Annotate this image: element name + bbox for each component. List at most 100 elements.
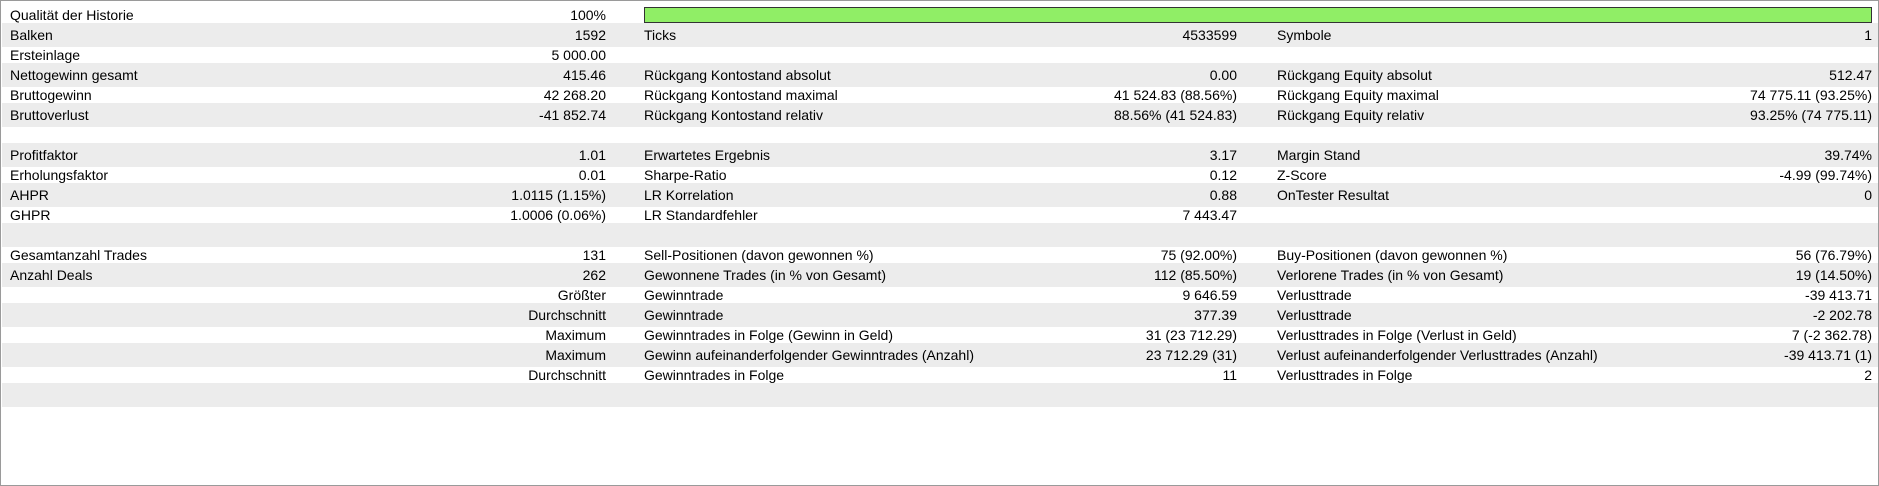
gross-loss-label: Bruttoverlust: [10, 107, 89, 123]
maximum-label: Maximum: [545, 347, 606, 363]
loss-trades-value: 19 (14.50%): [1795, 267, 1872, 283]
average-profit-trade-label: Gewinntrade: [644, 307, 724, 323]
report-row: Größter Gewinntrade 9 646.59 Verlusttrad…: [2, 283, 1878, 307]
balance-drawdown-maximal-label: Rückgang Kontostand maximal: [644, 87, 838, 103]
history-quality-bar: [644, 7, 1872, 23]
report-row-history-quality: Qualität der Historie 100%: [2, 3, 1878, 27]
max-consecutive-loss-value: -39 413.71 (1): [1784, 347, 1872, 363]
ahpr-value: 1.0115 (1.15%): [511, 187, 606, 203]
largest-label: Größter: [557, 287, 606, 303]
balance-drawdown-relative-value: 88.56% (41 524.83): [1114, 107, 1237, 123]
ontester-result-label: OnTester Resultat: [1277, 187, 1390, 203]
report-row: Anzahl Deals 262 Gewonnene Trades (in % …: [2, 263, 1878, 287]
equity-drawdown-maximal-value: 74 775.11 (93.25%): [1750, 87, 1872, 103]
equity-drawdown-relative-label: Rückgang Equity relativ: [1277, 107, 1425, 123]
equity-drawdown-relative-value: 93.25% (74 775.11): [1750, 107, 1872, 123]
history-quality-bar-fill: [645, 8, 1871, 22]
expected-payoff-label: Erwartetes Ergebnis: [644, 147, 771, 163]
ontester-result-value: 0: [1864, 187, 1872, 203]
profit-factor-label: Profitfaktor: [10, 147, 78, 163]
balance-drawdown-absolute-value: 0.00: [1209, 67, 1237, 83]
max-consecutive-wins-label: Gewinntrades in Folge (Gewinn in Geld): [644, 327, 894, 343]
total-trades-label: Gesamtanzahl Trades: [10, 247, 147, 263]
largest-loss-trade-label: Verlusttrade: [1277, 287, 1352, 303]
maximum-label: Maximum: [545, 327, 606, 343]
bars-label: Balken: [10, 27, 53, 43]
balance-drawdown-relative-label: Rückgang Kontostand relativ: [644, 107, 823, 123]
report-row: Durchschnitt Gewinntrades in Folge 11 Ve…: [2, 363, 1878, 387]
equity-drawdown-absolute-label: Rückgang Equity absolut: [1277, 67, 1432, 83]
equity-drawdown-maximal-label: Rückgang Equity maximal: [1277, 87, 1439, 103]
history-quality-label: Qualität der Historie: [10, 7, 134, 23]
profit-trades-value: 112 (85.50%): [1153, 267, 1237, 283]
total-deals-label: Anzahl Deals: [10, 267, 93, 283]
recovery-factor-label: Erholungsfaktor: [10, 167, 109, 183]
ghpr-label: GHPR: [10, 207, 51, 223]
report-row-spacer: [2, 383, 1878, 407]
average-label: Durchschnitt: [528, 367, 606, 383]
max-consecutive-losses-label: Verlusttrades in Folge (Verlust in Geld): [1277, 327, 1517, 343]
balance-drawdown-maximal-value: 41 524.83 (88.56%): [1114, 87, 1237, 103]
average-loss-trade-label: Verlusttrade: [1277, 307, 1352, 323]
profit-trades-label: Gewonnene Trades (in % von Gesamt): [644, 267, 887, 283]
largest-profit-trade-label: Gewinntrade: [644, 287, 724, 303]
equity-drawdown-absolute-value: 512.47: [1829, 67, 1872, 83]
loss-trades-label: Verlorene Trades (in % von Gesamt): [1277, 267, 1504, 283]
report-row: Durchschnitt Gewinntrade 377.39 Verlustt…: [2, 303, 1878, 327]
bars-value: 1592: [574, 27, 606, 43]
ahpr-label: AHPR: [10, 187, 49, 203]
max-consecutive-profit-value: 23 712.29 (31): [1145, 347, 1237, 363]
sharpe-ratio-value: 0.12: [1209, 167, 1237, 183]
expected-payoff-value: 3.17: [1209, 147, 1237, 163]
max-consecutive-loss-label: Verlust aufeinanderfolgender Verlusttrad…: [1277, 347, 1598, 363]
report-row: Gesamtanzahl Trades 131 Sell-Positionen …: [2, 243, 1878, 267]
report-row: Bruttoverlust -41 852.74 Rückgang Kontos…: [2, 103, 1878, 127]
report-row: Maximum Gewinn aufeinanderfolgender Gewi…: [2, 343, 1878, 367]
total-trades-value: 131: [582, 247, 606, 263]
gross-loss-value: -41 852.74: [539, 107, 606, 123]
average-consecutive-losses-value: 2: [1864, 367, 1872, 383]
buy-positions-label: Buy-Positionen (davon gewonnen %): [1277, 247, 1508, 263]
balance-drawdown-absolute-label: Rückgang Kontostand absolut: [644, 67, 831, 83]
report-row: Ersteinlage 5 000.00: [2, 43, 1878, 67]
z-score-value: -4.99 (99.74%): [1779, 167, 1872, 183]
initial-deposit-label: Ersteinlage: [10, 47, 81, 63]
report-row-spacer: [2, 223, 1878, 247]
lr-standard-error-label: LR Standardfehler: [644, 207, 758, 223]
lr-standard-error-value: 7 443.47: [1182, 207, 1238, 223]
max-consecutive-profit-label: Gewinn aufeinanderfolgender Gewinntrades…: [644, 347, 974, 363]
z-score-label: Z-Score: [1277, 167, 1327, 183]
largest-profit-trade-value: 9 646.59: [1182, 287, 1238, 303]
recovery-factor-value: 0.01: [578, 167, 606, 183]
symbols-value: 1: [1864, 27, 1872, 43]
report-row: Erholungsfaktor 0.01 Sharpe-Ratio 0.12 Z…: [2, 163, 1878, 187]
margin-level-label: Margin Stand: [1277, 147, 1361, 163]
report-row: Balken 1592 Ticks 4533599 Symbole 1: [2, 23, 1878, 47]
initial-deposit-value: 5 000.00: [551, 47, 607, 63]
average-consecutive-wins-value: 11: [1222, 367, 1237, 383]
max-consecutive-losses-value: 7 (-2 362.78): [1791, 327, 1872, 343]
ghpr-value: 1.0006 (0.06%): [510, 207, 606, 223]
ticks-label: Ticks: [644, 27, 677, 43]
average-profit-trade-value: 377.39: [1194, 307, 1237, 323]
gross-profit-label: Bruttogewinn: [10, 87, 92, 103]
sell-positions-label: Sell-Positionen (davon gewonnen %): [644, 247, 874, 263]
average-loss-trade-value: -2 202.78: [1812, 307, 1872, 323]
report-row: GHPR 1.0006 (0.06%) LR Standardfehler 7 …: [2, 203, 1878, 227]
net-profit-label: Nettogewinn gesamt: [10, 67, 138, 83]
total-deals-value: 262: [582, 267, 606, 283]
history-quality-value: 100%: [570, 7, 606, 23]
average-label: Durchschnitt: [528, 307, 606, 323]
report-row: Nettogewinn gesamt 415.46 Rückgang Konto…: [2, 63, 1878, 87]
sell-positions-value: 75 (92.00%): [1160, 247, 1237, 263]
buy-positions-value: 56 (76.79%): [1795, 247, 1872, 263]
report-row: Maximum Gewinntrades in Folge (Gewinn in…: [2, 323, 1878, 347]
margin-level-value: 39.74%: [1824, 147, 1872, 163]
gross-profit-value: 42 268.20: [543, 87, 606, 103]
net-profit-value: 415.46: [563, 67, 606, 83]
report-row: AHPR 1.0115 (1.15%) LR Korrelation 0.88 …: [2, 183, 1878, 207]
lr-correlation-value: 0.88: [1209, 187, 1237, 203]
max-consecutive-wins-value: 31 (23 712.29): [1145, 327, 1237, 343]
sharpe-ratio-label: Sharpe-Ratio: [644, 167, 727, 183]
